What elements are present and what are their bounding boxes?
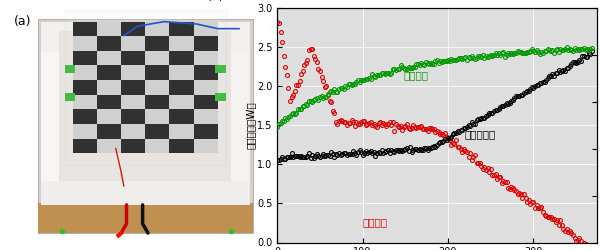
FancyBboxPatch shape (97, 109, 121, 124)
FancyBboxPatch shape (97, 22, 121, 36)
FancyBboxPatch shape (169, 51, 194, 66)
FancyBboxPatch shape (41, 52, 59, 205)
FancyBboxPatch shape (59, 31, 231, 182)
FancyBboxPatch shape (121, 109, 145, 124)
FancyBboxPatch shape (194, 80, 218, 95)
FancyBboxPatch shape (121, 22, 145, 36)
FancyBboxPatch shape (169, 22, 194, 36)
FancyBboxPatch shape (194, 124, 218, 138)
FancyBboxPatch shape (194, 66, 218, 80)
FancyBboxPatch shape (73, 109, 97, 124)
FancyBboxPatch shape (194, 22, 218, 36)
FancyBboxPatch shape (121, 80, 145, 95)
FancyBboxPatch shape (38, 202, 253, 233)
Y-axis label: 流入熱量（W）: 流入熱量（W） (245, 101, 256, 149)
Text: (b): (b) (207, 0, 224, 3)
FancyBboxPatch shape (194, 109, 218, 124)
FancyBboxPatch shape (65, 65, 76, 73)
FancyBboxPatch shape (41, 182, 250, 205)
FancyBboxPatch shape (169, 124, 194, 138)
FancyBboxPatch shape (145, 124, 169, 138)
FancyBboxPatch shape (194, 36, 218, 51)
FancyBboxPatch shape (65, 93, 76, 102)
FancyBboxPatch shape (97, 51, 121, 66)
FancyBboxPatch shape (145, 51, 169, 66)
FancyBboxPatch shape (97, 95, 121, 109)
FancyBboxPatch shape (73, 36, 97, 51)
FancyBboxPatch shape (121, 66, 145, 80)
FancyBboxPatch shape (215, 93, 226, 102)
Text: 流入熱流: 流入熱流 (362, 217, 388, 227)
FancyBboxPatch shape (121, 95, 145, 109)
FancyBboxPatch shape (97, 80, 121, 95)
FancyBboxPatch shape (145, 109, 169, 124)
FancyBboxPatch shape (121, 138, 145, 153)
FancyBboxPatch shape (97, 138, 121, 153)
FancyBboxPatch shape (97, 36, 121, 51)
FancyBboxPatch shape (194, 51, 218, 66)
FancyBboxPatch shape (145, 36, 169, 51)
FancyBboxPatch shape (73, 138, 97, 153)
FancyBboxPatch shape (73, 22, 97, 36)
FancyBboxPatch shape (169, 80, 194, 95)
FancyBboxPatch shape (73, 66, 97, 80)
FancyBboxPatch shape (145, 22, 169, 36)
FancyBboxPatch shape (169, 66, 194, 80)
FancyBboxPatch shape (121, 51, 145, 66)
FancyBboxPatch shape (169, 138, 194, 153)
FancyBboxPatch shape (169, 109, 194, 124)
FancyBboxPatch shape (194, 138, 218, 153)
Text: 箱内温度: 箱内温度 (404, 70, 428, 80)
FancyBboxPatch shape (169, 36, 194, 51)
FancyBboxPatch shape (145, 138, 169, 153)
FancyBboxPatch shape (121, 36, 145, 51)
FancyBboxPatch shape (97, 124, 121, 138)
FancyBboxPatch shape (145, 95, 169, 109)
FancyBboxPatch shape (73, 80, 97, 95)
FancyBboxPatch shape (215, 65, 226, 73)
Text: (a): (a) (14, 14, 31, 28)
FancyBboxPatch shape (38, 19, 253, 233)
FancyBboxPatch shape (65, 10, 226, 165)
FancyBboxPatch shape (169, 95, 194, 109)
Text: 保冷剤温度: 保冷剤温度 (465, 129, 496, 139)
FancyBboxPatch shape (121, 124, 145, 138)
FancyBboxPatch shape (73, 95, 97, 109)
FancyBboxPatch shape (145, 66, 169, 80)
FancyBboxPatch shape (194, 95, 218, 109)
FancyBboxPatch shape (145, 80, 169, 95)
FancyBboxPatch shape (73, 124, 97, 138)
FancyBboxPatch shape (73, 51, 97, 66)
FancyBboxPatch shape (231, 52, 250, 205)
FancyBboxPatch shape (97, 66, 121, 80)
FancyBboxPatch shape (41, 22, 250, 205)
